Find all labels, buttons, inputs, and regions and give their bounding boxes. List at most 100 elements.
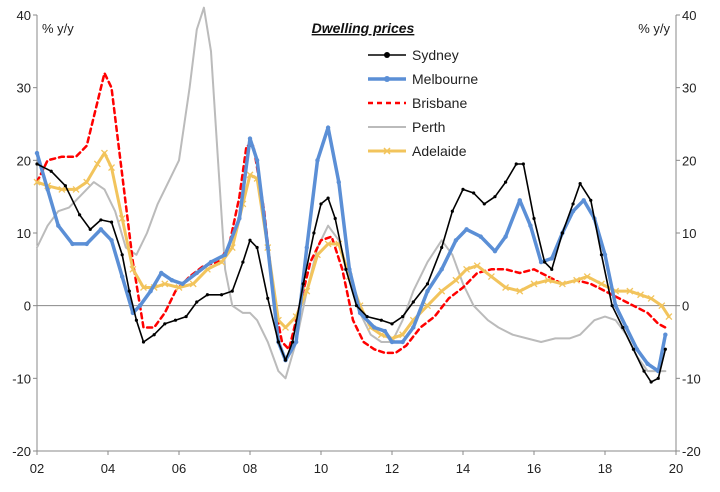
point-adelaide xyxy=(33,178,41,186)
point-melbourne xyxy=(45,187,50,192)
x-tick-label: 18 xyxy=(598,461,612,476)
point-sydney xyxy=(560,231,565,235)
legend: Sydney Melbourne Brisbane Perth Adelaide xyxy=(368,47,478,159)
point-adelaide xyxy=(129,265,137,273)
point-sydney xyxy=(482,202,486,206)
point-sydney xyxy=(241,260,245,264)
point-melbourne xyxy=(538,259,544,265)
point-sydney xyxy=(173,318,178,322)
point-sydney xyxy=(127,289,131,293)
point-sydney xyxy=(301,282,305,286)
point-sydney xyxy=(248,238,252,242)
point-adelaide xyxy=(658,302,666,310)
point-sydney xyxy=(99,218,103,222)
series-line-melbourne xyxy=(35,125,668,373)
y-unit-left: % y/y xyxy=(42,21,74,36)
point-adelaide xyxy=(452,276,460,284)
point-melbourne xyxy=(137,303,143,308)
point-sydney xyxy=(63,184,67,188)
point-sydney xyxy=(621,325,625,330)
point-sydney xyxy=(589,198,593,202)
point-sydney xyxy=(365,314,369,319)
point-sydney xyxy=(610,304,614,308)
y-tick-label-right: 20 xyxy=(682,153,696,168)
point-adelaide xyxy=(626,287,634,295)
point-melbourne xyxy=(56,223,61,228)
point-melbourne xyxy=(503,234,508,239)
point-adelaide xyxy=(665,313,673,321)
legend-label-adelaide: Adelaide xyxy=(412,143,467,159)
point-melbourne xyxy=(453,238,459,243)
point-sydney xyxy=(276,340,280,344)
chart-title: Dwelling prices xyxy=(312,20,415,36)
point-melbourne xyxy=(254,158,260,163)
y-tick-label-right: 0 xyxy=(682,299,689,314)
point-adelaide xyxy=(246,171,254,179)
point-sydney xyxy=(571,202,575,206)
point-sydney xyxy=(312,231,316,235)
point-melbourne xyxy=(439,267,444,272)
point-melbourne xyxy=(159,270,164,276)
point-melbourne xyxy=(478,234,483,239)
point-melbourne xyxy=(208,259,214,265)
point-sydney xyxy=(521,162,525,166)
point-adelaide xyxy=(72,185,80,193)
point-sydney xyxy=(663,347,667,351)
point-sydney xyxy=(220,293,224,297)
point-sydney xyxy=(379,318,383,322)
point-melbourne xyxy=(492,248,498,254)
legend-label-melbourne: Melbourne xyxy=(412,71,478,87)
y-tick-label-left: -20 xyxy=(12,444,31,459)
point-melbourne xyxy=(389,339,395,345)
point-melbourne xyxy=(169,278,175,283)
series-line-adelaide xyxy=(35,151,671,340)
point-melbourne xyxy=(237,216,242,221)
point-adelaide xyxy=(175,284,183,291)
axes: -20 -20 -10 -10 0 0 10 10 20 20 30 30 40 40 02 04 06 08 10… xyxy=(12,8,701,476)
point-adelaide xyxy=(93,160,101,168)
point-melbourne xyxy=(624,325,629,330)
legend-label-perth: Perth xyxy=(412,119,445,135)
x-tick-label: 20 xyxy=(669,461,683,476)
point-adelaide xyxy=(597,280,605,288)
point-sydney xyxy=(333,216,337,221)
point-adelaide xyxy=(516,287,524,295)
point-sydney xyxy=(631,347,636,351)
point-melbourne xyxy=(411,325,416,330)
point-sydney xyxy=(35,162,39,166)
point-melbourne xyxy=(581,198,586,203)
point-sydney xyxy=(425,282,430,286)
legend-marker-melbourne xyxy=(384,76,390,82)
point-melbourne xyxy=(645,361,650,366)
point-adelaide xyxy=(583,273,591,281)
point-sydney xyxy=(230,289,234,293)
point-melbourne xyxy=(528,223,533,228)
point-melbourne xyxy=(34,150,40,156)
point-melbourne xyxy=(265,245,270,250)
point-sydney xyxy=(493,195,497,199)
point-sydney xyxy=(152,333,156,337)
y-tick-label-right: 30 xyxy=(682,81,696,96)
y-tick-label-left: -10 xyxy=(12,371,31,386)
point-sydney xyxy=(283,358,288,362)
x-tick-label: 12 xyxy=(385,461,399,476)
point-sydney xyxy=(656,376,660,380)
point-melbourne xyxy=(613,303,618,308)
y-tick-label-left: 10 xyxy=(17,226,31,241)
point-melbourne xyxy=(372,325,377,330)
point-adelaide xyxy=(530,280,538,288)
point-sydney xyxy=(326,196,330,200)
point-melbourne xyxy=(425,288,430,294)
point-melbourne xyxy=(247,136,253,141)
x-tick-label: 14 xyxy=(456,461,470,476)
point-adelaide xyxy=(463,265,471,273)
point-sydney xyxy=(461,187,465,191)
point-melbourne xyxy=(336,179,341,185)
y-tick-label-right: -10 xyxy=(682,371,701,386)
point-sydney xyxy=(550,267,554,271)
x-tick-label: 04 xyxy=(101,461,115,476)
point-melbourne xyxy=(293,339,299,345)
point-melbourne xyxy=(382,328,388,334)
point-sydney xyxy=(472,191,476,195)
